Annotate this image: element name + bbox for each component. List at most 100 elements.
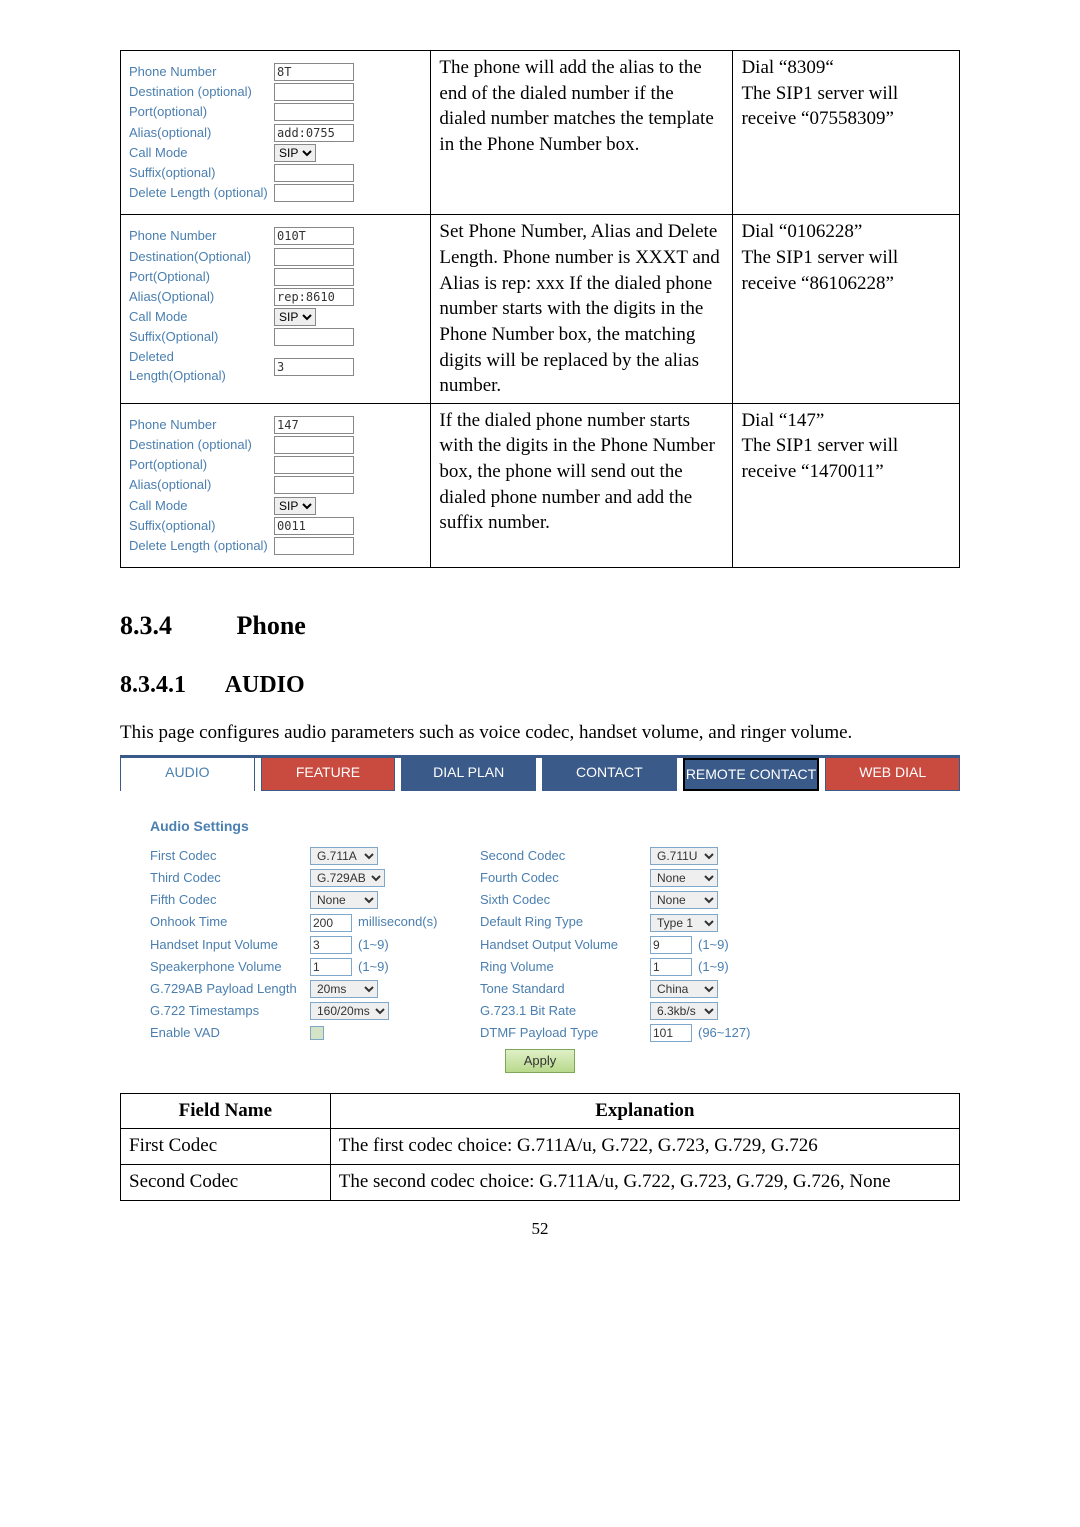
form-row: Deleted Length(Optional) bbox=[129, 348, 422, 384]
form-row: Destination(Optional) bbox=[129, 248, 422, 266]
form-text-input[interactable] bbox=[274, 227, 354, 245]
setting-value: None bbox=[650, 869, 790, 887]
setting-label: G.729AB Payload Length bbox=[150, 980, 310, 998]
form-row: Suffix(optional) bbox=[129, 164, 422, 182]
setting-select[interactable]: G.729AB bbox=[310, 869, 385, 887]
form-text-input[interactable] bbox=[274, 63, 354, 81]
form-row: Delete Length (optional) bbox=[129, 184, 422, 202]
setting-value bbox=[310, 1026, 480, 1040]
setting-input[interactable] bbox=[650, 1024, 692, 1042]
form-text-input[interactable] bbox=[274, 184, 354, 202]
form-field-label: Alias(optional) bbox=[129, 476, 274, 494]
tab-strip: AUDIOFEATUREDIAL PLANCONTACTREMOTE CONTA… bbox=[120, 758, 960, 792]
explain-header-expl: Explanation bbox=[330, 1093, 959, 1129]
example-explanation: If the dialed phone number starts with t… bbox=[431, 403, 733, 567]
form-row: Destination (optional) bbox=[129, 83, 422, 101]
setting-select[interactable]: China bbox=[650, 980, 718, 998]
tab-remote-contact[interactable]: REMOTE CONTACT bbox=[683, 758, 820, 792]
form-row: Destination (optional) bbox=[129, 436, 422, 454]
setting-label: Onhook Time bbox=[150, 913, 310, 931]
setting-select[interactable]: G.711A bbox=[310, 847, 378, 865]
setting-label: Fourth Codec bbox=[480, 869, 650, 887]
form-field-label: Call Mode bbox=[129, 308, 274, 326]
form-row: Call ModeSIP bbox=[129, 144, 422, 162]
setting-label: G.722 Timestamps bbox=[150, 1002, 310, 1020]
form-text-input[interactable] bbox=[274, 164, 354, 182]
tab-contact[interactable]: CONTACT bbox=[542, 758, 677, 792]
form-field-label: Port(Optional) bbox=[129, 268, 274, 286]
page-number: 52 bbox=[120, 1217, 960, 1241]
setting-select[interactable]: 160/20ms bbox=[310, 1002, 389, 1020]
setting-label: Speakerphone Volume bbox=[150, 958, 310, 976]
example-form: Phone NumberDestination (optional)Port(o… bbox=[121, 403, 431, 567]
setting-value: (1~9) bbox=[650, 958, 790, 976]
tab-feature[interactable]: FEATURE bbox=[261, 758, 396, 792]
setting-input[interactable] bbox=[650, 936, 692, 954]
form-row: Delete Length (optional) bbox=[129, 537, 422, 555]
tab-audio[interactable]: AUDIO bbox=[120, 758, 255, 792]
form-field-label: Alias(Optional) bbox=[129, 288, 274, 306]
setting-label: Handset Output Volume bbox=[480, 936, 650, 954]
audio-settings-grid: First CodecG.711ASecond CodecG.711UThird… bbox=[150, 847, 930, 1043]
setting-value: G.711A bbox=[310, 847, 480, 865]
setting-checkbox[interactable] bbox=[310, 1026, 324, 1040]
form-field-label: Suffix(optional) bbox=[129, 517, 274, 535]
form-field-label: Call Mode bbox=[129, 497, 274, 515]
form-text-input[interactable] bbox=[274, 476, 354, 494]
apply-button[interactable]: Apply bbox=[505, 1049, 576, 1073]
form-field-label: Suffix(optional) bbox=[129, 164, 274, 182]
form-text-input[interactable] bbox=[274, 83, 354, 101]
section-title: Phone bbox=[237, 611, 306, 640]
setting-label: Sixth Codec bbox=[480, 891, 650, 909]
form-text-input[interactable] bbox=[274, 517, 354, 535]
form-text-input[interactable] bbox=[274, 124, 354, 142]
form-text-input[interactable] bbox=[274, 436, 354, 454]
setting-input[interactable] bbox=[310, 936, 352, 954]
form-field-label: Delete Length (optional) bbox=[129, 537, 274, 555]
form-field-label: Destination(Optional) bbox=[129, 248, 274, 266]
setting-label: Fifth Codec bbox=[150, 891, 310, 909]
form-row: Phone Number bbox=[129, 63, 422, 81]
tab-web-dial[interactable]: WEB DIAL bbox=[825, 758, 960, 792]
setting-unit: millisecond(s) bbox=[358, 913, 437, 931]
section-heading: 8.3.4 Phone bbox=[120, 608, 960, 644]
setting-unit: (1~9) bbox=[358, 958, 389, 976]
form-field-label: Delete Length (optional) bbox=[129, 184, 274, 202]
setting-select[interactable]: G.711U bbox=[650, 847, 718, 865]
setting-select[interactable]: 6.3kb/s bbox=[650, 1002, 718, 1020]
setting-select[interactable]: None bbox=[650, 869, 718, 887]
call-mode-select[interactable]: SIP bbox=[274, 144, 316, 162]
setting-select[interactable]: None bbox=[310, 891, 378, 909]
form-field-label: Port(optional) bbox=[129, 103, 274, 121]
form-text-input[interactable] bbox=[274, 328, 354, 346]
setting-input[interactable] bbox=[310, 914, 352, 932]
tab-dial-plan[interactable]: DIAL PLAN bbox=[401, 758, 536, 792]
example-form: Phone Number Destination (optional) Port(o… bbox=[121, 51, 431, 215]
setting-label: Handset Input Volume bbox=[150, 936, 310, 954]
form-text-input[interactable] bbox=[274, 358, 354, 376]
form-row: Port(Optional) bbox=[129, 268, 422, 286]
form-row: Alias(optional) bbox=[129, 476, 422, 494]
form-text-input[interactable] bbox=[274, 456, 354, 474]
setting-input[interactable] bbox=[650, 958, 692, 976]
form-text-input[interactable] bbox=[274, 537, 354, 555]
form-row: Call ModeSIP bbox=[129, 497, 422, 515]
setting-select[interactable]: 20ms bbox=[310, 980, 378, 998]
form-text-input[interactable] bbox=[274, 288, 354, 306]
setting-input[interactable] bbox=[310, 958, 352, 976]
setting-select[interactable]: None bbox=[650, 891, 718, 909]
setting-label: DTMF Payload Type bbox=[480, 1024, 650, 1042]
form-field-label: Port(optional) bbox=[129, 456, 274, 474]
form-field-label: Suffix(Optional) bbox=[129, 328, 274, 346]
setting-select[interactable]: Type 1 bbox=[650, 914, 718, 932]
form-text-input[interactable] bbox=[274, 248, 354, 266]
form-text-input[interactable] bbox=[274, 268, 354, 286]
call-mode-select[interactable]: SIP bbox=[274, 308, 316, 326]
call-mode-select[interactable]: SIP bbox=[274, 497, 316, 515]
setting-label: First Codec bbox=[150, 847, 310, 865]
form-field-label: Deleted Length(Optional) bbox=[129, 348, 274, 384]
form-text-input[interactable] bbox=[274, 416, 354, 434]
setting-value: (96~127) bbox=[650, 1024, 790, 1042]
setting-value: 160/20ms bbox=[310, 1002, 480, 1020]
form-text-input[interactable] bbox=[274, 103, 354, 121]
